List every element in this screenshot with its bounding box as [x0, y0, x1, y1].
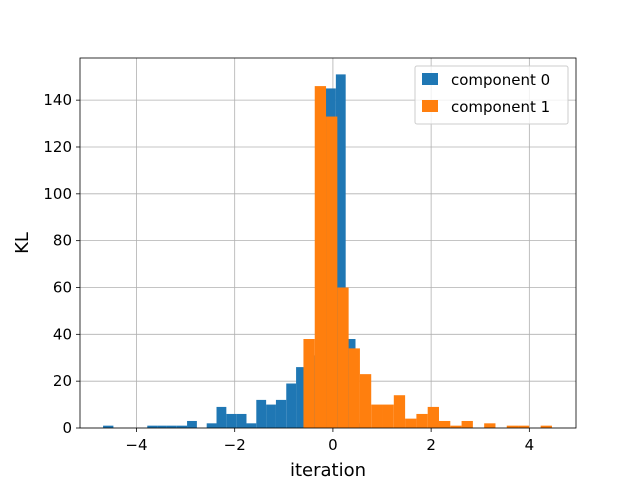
legend: component 0 component 1	[414, 65, 569, 125]
bar-component-0-1	[147, 425, 158, 428]
bar-component-0-19	[335, 74, 346, 428]
series-component-1	[303, 86, 552, 428]
legend-label-component-1: component 1	[451, 98, 550, 116]
bar-component-0-2	[157, 425, 167, 428]
bar-component-1-10	[416, 413, 428, 428]
bar-component-1-17	[518, 425, 530, 428]
y-axis-label: KL	[12, 232, 33, 254]
legend-swatch-component-0	[422, 73, 438, 85]
x-axis-label: iteration	[290, 460, 366, 480]
bar-component-0-6	[206, 423, 217, 428]
bar-component-1-7	[382, 404, 394, 428]
bar-component-0-5	[187, 420, 197, 428]
bar-component-0-14	[286, 383, 297, 428]
bar-component-1-6	[371, 404, 383, 428]
y-tick-label-2: 40	[53, 325, 72, 343]
y-tick-label-7: 140	[43, 91, 72, 109]
bar-component-1-14	[461, 420, 473, 428]
y-tick-label-3: 60	[53, 278, 72, 296]
legend-swatch-component-1	[422, 100, 438, 112]
bar-component-1-9	[405, 418, 417, 428]
bar-component-0-3	[166, 425, 177, 428]
x-tick-label-2: 0	[328, 436, 338, 454]
y-tick-label-4: 80	[53, 232, 72, 250]
y-tick-label-5: 100	[43, 185, 72, 203]
bar-component-1-15	[484, 423, 496, 428]
bar-component-0-9	[236, 413, 247, 428]
histogram-bars	[103, 74, 552, 428]
bar-component-0-4	[176, 425, 188, 428]
bar-component-1-18	[540, 425, 552, 428]
bar-component-0-15	[296, 367, 306, 428]
bar-component-0-13	[275, 399, 287, 428]
bar-component-1-3	[337, 287, 349, 428]
bar-component-0-11	[256, 399, 267, 428]
x-tick-label-1: −2	[224, 436, 246, 454]
bar-component-0-0	[103, 425, 114, 428]
y-tick-label-1: 20	[53, 372, 72, 390]
bar-component-1-12	[438, 420, 451, 428]
bar-component-0-12	[266, 404, 276, 428]
bar-component-0-7	[216, 406, 227, 428]
bar-component-1-16	[506, 425, 519, 428]
legend-box	[414, 65, 569, 125]
legend-label-component-0: component 0	[451, 71, 550, 89]
bar-component-1-4	[348, 348, 360, 428]
bar-component-1-0	[303, 339, 315, 428]
bar-component-0-8	[226, 413, 237, 428]
bar-component-1-13	[450, 425, 462, 428]
bar-component-0-10	[246, 423, 257, 428]
x-tick-label-0: −4	[125, 436, 147, 454]
plot-frame	[79, 57, 577, 429]
y-tick-label-6: 120	[43, 138, 72, 156]
bar-component-1-11	[427, 406, 439, 428]
y-tick-label-0: 0	[62, 419, 72, 437]
bar-component-1-2	[326, 116, 338, 428]
x-tick-label-3: 2	[426, 436, 436, 454]
bar-component-1-8	[393, 395, 406, 428]
bar-component-1-5	[359, 374, 372, 428]
x-tick-label-4: 4	[525, 436, 535, 454]
bar-component-1-1	[314, 86, 327, 428]
